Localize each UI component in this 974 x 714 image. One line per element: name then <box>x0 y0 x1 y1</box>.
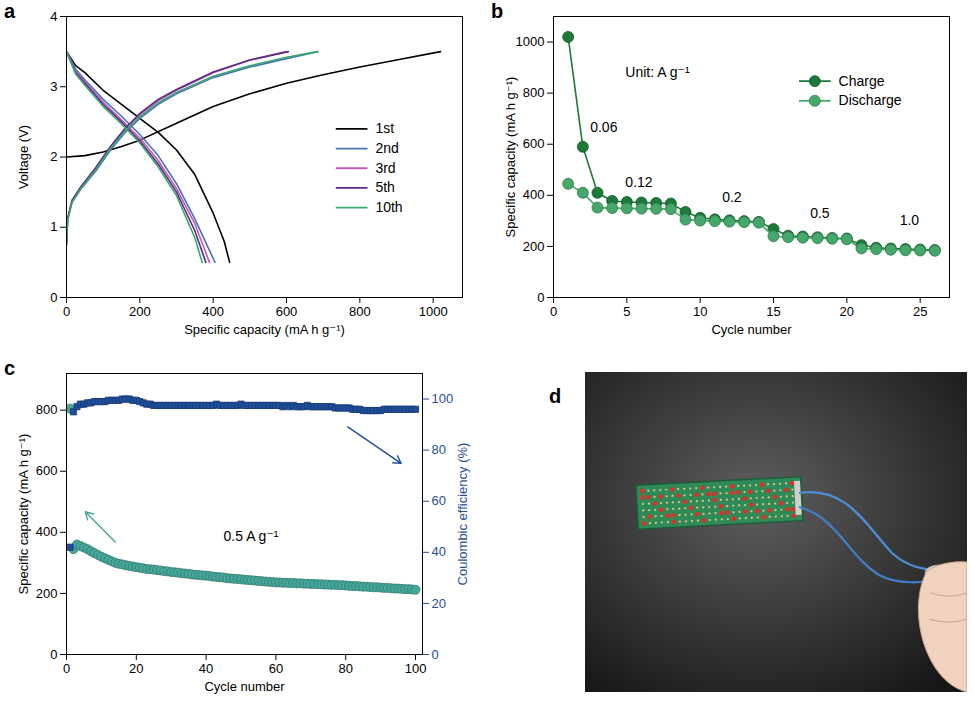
svg-text:100: 100 <box>405 661 427 676</box>
svg-text:3: 3 <box>50 79 57 94</box>
svg-text:Discharge: Discharge <box>839 92 902 108</box>
svg-text:Unit: A g⁻¹: Unit: A g⁻¹ <box>625 64 690 80</box>
svg-text:60: 60 <box>269 661 283 676</box>
svg-text:Specific capacity (mA h g⁻¹): Specific capacity (mA h g⁻¹) <box>16 434 31 595</box>
svg-text:100: 100 <box>432 391 454 406</box>
svg-text:800: 800 <box>523 85 545 100</box>
svg-text:20: 20 <box>840 304 854 319</box>
svg-text:10th: 10th <box>375 199 402 215</box>
svg-text:0: 0 <box>50 647 57 662</box>
svg-text:0.12: 0.12 <box>625 174 652 190</box>
svg-text:800: 800 <box>36 402 58 417</box>
svg-text:400: 400 <box>36 524 58 539</box>
svg-text:600: 600 <box>36 463 58 478</box>
html-text:d: d <box>549 385 562 407</box>
svg-text:Coulombic efficiency (%): Coulombic efficiency (%) <box>455 443 470 586</box>
html-text:c: c <box>4 357 16 379</box>
svg-text:400: 400 <box>523 187 545 202</box>
svg-text:Charge: Charge <box>839 73 885 89</box>
svg-text:3rd: 3rd <box>375 160 395 176</box>
svg-text:0.06: 0.06 <box>590 119 617 135</box>
svg-text:2: 2 <box>50 149 57 164</box>
svg-text:0.5 A g⁻¹: 0.5 A g⁻¹ <box>224 528 279 544</box>
svg-text:80: 80 <box>338 661 352 676</box>
svg-text:200: 200 <box>129 304 151 319</box>
svg-text:25: 25 <box>913 304 927 319</box>
svg-text:1: 1 <box>50 219 57 234</box>
svg-text:200: 200 <box>36 586 58 601</box>
svg-text:0.5: 0.5 <box>810 205 830 221</box>
svg-text:5: 5 <box>623 304 630 319</box>
svg-text:1.0: 1.0 <box>900 212 920 228</box>
svg-text:800: 800 <box>349 304 371 319</box>
svg-text:200: 200 <box>523 239 545 254</box>
svg-text:400: 400 <box>202 304 224 319</box>
svg-text:Specific capacity (mA h g⁻¹): Specific capacity (mA h g⁻¹) <box>503 77 518 238</box>
svg-text:1000: 1000 <box>419 304 448 319</box>
svg-text:0: 0 <box>50 290 57 305</box>
svg-text:0: 0 <box>432 647 439 662</box>
svg-text:1st: 1st <box>375 120 394 136</box>
svg-text:60: 60 <box>432 493 446 508</box>
svg-text:600: 600 <box>276 304 298 319</box>
svg-text:0: 0 <box>63 661 70 676</box>
svg-text:80: 80 <box>432 442 446 457</box>
html-text:b: b <box>491 0 504 22</box>
svg-text:0: 0 <box>63 304 70 319</box>
svg-text:40: 40 <box>199 661 213 676</box>
svg-text:1000: 1000 <box>516 34 545 49</box>
svg-text:Cycle number: Cycle number <box>204 679 285 694</box>
svg-text:Cycle number: Cycle number <box>711 322 792 337</box>
svg-text:0.2: 0.2 <box>722 189 742 205</box>
svg-text:10: 10 <box>693 304 707 319</box>
svg-text:0: 0 <box>550 304 557 319</box>
svg-text:0: 0 <box>537 290 544 305</box>
svg-text:Voltage (V): Voltage (V) <box>16 125 31 189</box>
svg-text:4: 4 <box>50 9 57 24</box>
svg-text:5th: 5th <box>375 179 394 195</box>
svg-text:600: 600 <box>523 136 545 151</box>
svg-text:20: 20 <box>432 596 446 611</box>
svg-text:2nd: 2nd <box>375 140 398 156</box>
html-text:a: a <box>4 0 16 22</box>
svg-text:15: 15 <box>766 304 780 319</box>
svg-text:40: 40 <box>432 544 446 559</box>
svg-text:20: 20 <box>129 661 143 676</box>
svg-text:Specific capacity (mA h g⁻¹): Specific capacity (mA h g⁻¹) <box>184 322 345 337</box>
